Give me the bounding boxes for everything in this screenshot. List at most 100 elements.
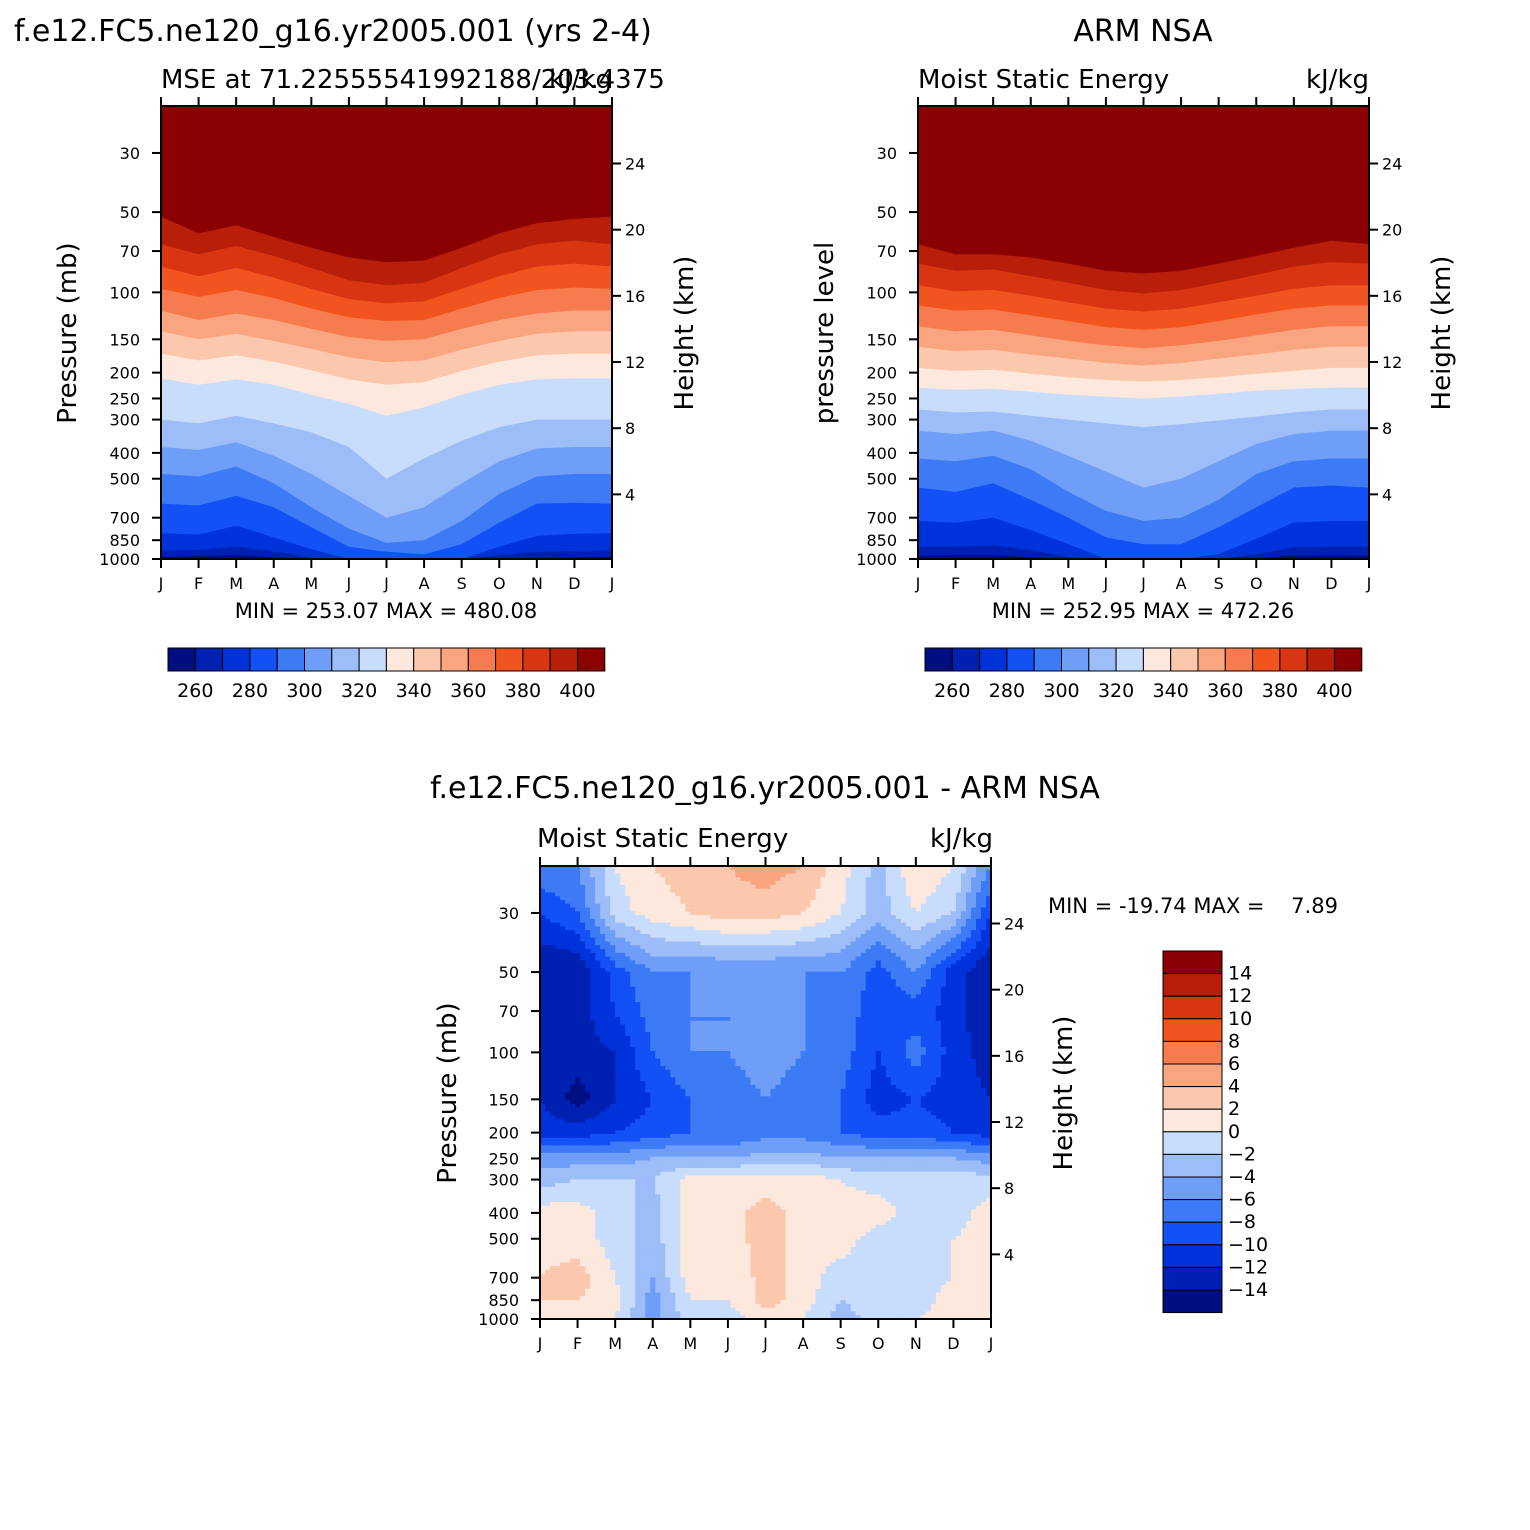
contour-cell: [805, 1013, 812, 1018]
contour-cell: [770, 869, 777, 875]
contour-cell: [670, 1047, 676, 1052]
contour-cell: [745, 956, 752, 961]
contour-cell: [815, 869, 822, 875]
contour-cell: [825, 915, 832, 920]
contour-cell: [645, 866, 651, 871]
contour-cell: [680, 866, 686, 871]
contour-cell: [925, 866, 932, 871]
contour-cell: [650, 979, 656, 984]
contour-cell: [645, 892, 651, 897]
contour-cell: [780, 960, 787, 965]
contour-cell: [685, 990, 691, 995]
contour-cell: [935, 1013, 942, 1018]
contour-cell: [715, 903, 721, 909]
contour-cell: [825, 983, 832, 988]
contour-cell: [760, 1005, 767, 1011]
contour-cell: [820, 1039, 827, 1045]
contour-cell: [750, 990, 757, 995]
contour-cell: [610, 933, 616, 939]
contour-cell: [650, 1028, 656, 1033]
contour-cell: [735, 930, 742, 935]
contour-cell: [655, 1013, 661, 1018]
contour-cell: [775, 1020, 782, 1026]
panel-diff-left-string: Moist Static Energy: [537, 824, 788, 854]
contour-cell: [715, 975, 721, 980]
contour-cell: [620, 873, 626, 878]
contour-cell: [965, 983, 972, 988]
contour-cell: [845, 998, 852, 1003]
contour-cell: [820, 1013, 827, 1018]
contour-cell: [695, 949, 701, 954]
contour-cell: [675, 1062, 681, 1067]
contour-cell: [765, 1062, 772, 1067]
contour-cell: [655, 892, 661, 897]
contour-cell: [810, 1013, 817, 1018]
contour-cell: [625, 1050, 631, 1056]
contour-cell: [560, 1032, 566, 1037]
contour-cell: [610, 994, 616, 999]
contour-cell: [980, 933, 987, 939]
contour-cell: [710, 907, 716, 912]
contour-cell: [720, 933, 727, 939]
contour-cell: [930, 922, 937, 928]
contour-cell: [925, 998, 932, 1003]
contour-cell: [650, 1062, 656, 1067]
panel-diff: f.e12.FC5.ne120_g16.yr2005.001 - ARM NSA…: [430, 771, 1338, 1353]
contour-cell: [650, 903, 656, 909]
contour-cell: [570, 907, 576, 912]
contour-cell: [815, 926, 822, 931]
contour-cell: [835, 877, 842, 882]
contour-cell: [555, 945, 561, 950]
contour-cell: [580, 888, 586, 894]
contour-cell: [650, 1050, 656, 1056]
contour-cell: [740, 998, 747, 1003]
contour-cell: [780, 1039, 787, 1045]
contour-cell: [770, 930, 777, 935]
contour-cell: [935, 1024, 942, 1029]
contour-cell: [695, 930, 701, 935]
contour-cell: [605, 967, 611, 973]
contour-cell: [715, 877, 721, 882]
y-tick-label: 200: [109, 364, 140, 383]
contour-cell: [540, 994, 546, 999]
contour-cell: [595, 952, 601, 958]
contour-cell: [965, 903, 972, 909]
contour-cell: [615, 892, 621, 897]
contour-cell: [705, 877, 711, 882]
contour-cell: [980, 986, 987, 992]
contour-cell: [745, 1005, 752, 1011]
contour-cell: [775, 1050, 782, 1056]
contour-cell: [570, 915, 576, 920]
contour-cell: [915, 888, 922, 894]
contour-cell: [560, 1001, 566, 1007]
contour-cell: [625, 1054, 631, 1060]
contour-cell: [825, 1001, 832, 1007]
contour-cell: [875, 1017, 882, 1022]
contour-cell: [555, 1020, 561, 1026]
contour-cell: [875, 907, 882, 912]
contour-cell: [625, 1032, 631, 1037]
contour-cell: [575, 918, 581, 924]
contour-cell: [975, 903, 982, 909]
contour-cell: [875, 866, 882, 871]
contour-cell: [795, 926, 802, 931]
contour-cell: [930, 926, 937, 931]
contour-cell: [875, 1054, 882, 1060]
contour-cell: [565, 1005, 571, 1011]
contour-cell: [540, 960, 546, 965]
contour-cell: [865, 986, 872, 992]
contour-cell: [595, 998, 601, 1003]
contour-cell: [820, 949, 827, 954]
contour-cell: [790, 952, 797, 958]
contour-cell: [755, 1032, 762, 1037]
contour-cell: [670, 918, 676, 924]
contour-cell: [695, 1035, 701, 1041]
contour-cell: [540, 1035, 546, 1041]
x-tick-label: N: [531, 574, 543, 593]
contour-cell: [795, 990, 802, 995]
contour-cell: [680, 918, 686, 924]
contour-cell: [870, 967, 877, 973]
contour-cell: [950, 933, 957, 939]
contour-cell: [935, 990, 942, 995]
x-tick-label: A: [419, 574, 430, 593]
